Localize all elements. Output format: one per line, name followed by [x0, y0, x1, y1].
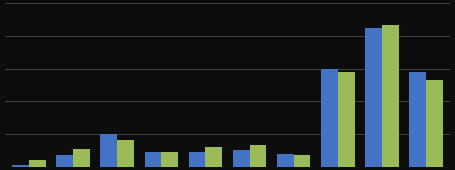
- Bar: [101, 134, 117, 167]
- Bar: [365, 28, 382, 167]
- Bar: [73, 149, 90, 167]
- Bar: [56, 155, 73, 167]
- Bar: [410, 72, 426, 167]
- Bar: [294, 155, 310, 167]
- Bar: [161, 152, 178, 167]
- Bar: [29, 160, 46, 167]
- Bar: [12, 165, 29, 167]
- Bar: [117, 140, 134, 167]
- Bar: [338, 72, 354, 167]
- Bar: [382, 25, 399, 167]
- Bar: [250, 145, 266, 167]
- Bar: [189, 152, 205, 167]
- Bar: [426, 80, 443, 167]
- Bar: [277, 154, 294, 167]
- Bar: [145, 152, 161, 167]
- Bar: [233, 150, 250, 167]
- Bar: [205, 147, 222, 167]
- Bar: [321, 69, 338, 167]
